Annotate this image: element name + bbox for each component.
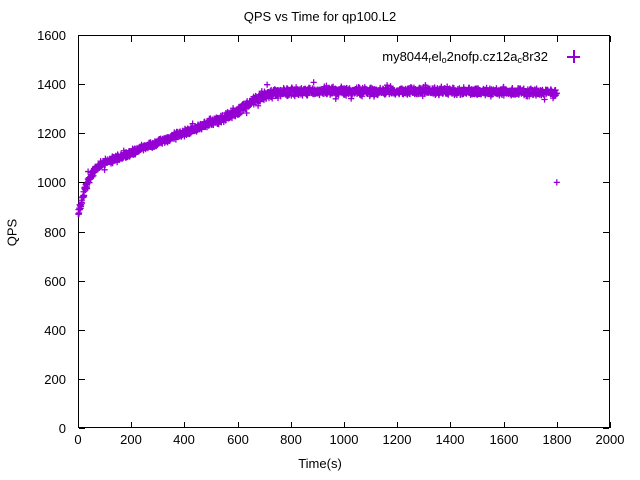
x-tick: [610, 422, 611, 428]
y-tick-right: [603, 133, 609, 134]
x-tick-label: 1600: [489, 432, 519, 447]
legend: my8044relo2nofp.cz12ac8r32: [336, 47, 586, 67]
x-tick-top: [504, 36, 505, 42]
x-tick: [131, 422, 132, 428]
x-tick-label: 200: [120, 432, 142, 447]
x-tick: [184, 422, 185, 428]
plot-frame: [78, 35, 610, 428]
y-tick: [79, 281, 85, 282]
x-tick: [450, 422, 451, 428]
x-tick-top: [78, 36, 79, 42]
y-tick: [79, 232, 85, 233]
y-tick-right: [603, 84, 609, 85]
x-tick-top: [610, 36, 611, 42]
y-tick-right: [603, 379, 609, 380]
x-tick-label: 600: [227, 432, 249, 447]
x-tick: [397, 422, 398, 428]
x-tick-label: 1200: [382, 432, 412, 447]
x-tick: [291, 422, 292, 428]
x-tick: [238, 422, 239, 428]
y-tick-label: 1600: [37, 28, 66, 43]
y-tick-right: [603, 428, 609, 429]
x-tick-label: 0: [74, 432, 82, 447]
y-tick: [79, 182, 85, 183]
y-tick-label: 800: [44, 225, 66, 240]
x-tick: [504, 422, 505, 428]
x-tick-top: [238, 36, 239, 42]
y-tick-label: 0: [58, 421, 66, 436]
x-tick-label: 2000: [595, 432, 625, 447]
x-tick: [557, 422, 558, 428]
x-tick-top: [450, 36, 451, 42]
y-tick-right: [603, 281, 609, 282]
x-tick-label: 400: [173, 432, 195, 447]
x-tick-label: 1400: [435, 432, 465, 447]
y-tick: [79, 84, 85, 85]
x-tick-top: [557, 36, 558, 42]
legend-series-label: my8044relo2nofp.cz12ac8r32: [382, 49, 548, 65]
x-tick: [344, 422, 345, 428]
x-tick-top: [184, 36, 185, 42]
x-tick-label: 1800: [542, 432, 572, 447]
chart-title: QPS vs Time for qp100.L2: [243, 9, 397, 24]
x-tick-top: [344, 36, 345, 42]
y-tick-label: 200: [44, 372, 66, 387]
x-tick-label: 1000: [329, 432, 359, 447]
y-tick-label: 1400: [37, 77, 66, 92]
x-tick-top: [131, 36, 132, 42]
y-tick: [79, 330, 85, 331]
y-tick: [79, 35, 85, 36]
y-tick-label: 1000: [37, 175, 66, 190]
x-tick: [78, 422, 79, 428]
y-tick-label: 400: [44, 323, 66, 338]
x-axis-title: Time(s): [298, 456, 342, 471]
y-tick-right: [603, 232, 609, 233]
y-tick-label: 1200: [37, 126, 66, 141]
y-tick-right: [603, 330, 609, 331]
y-tick-right: [603, 182, 609, 183]
y-tick: [79, 379, 85, 380]
x-tick-label: 800: [280, 432, 302, 447]
y-tick: [79, 428, 85, 429]
y-tick-label: 600: [44, 274, 66, 289]
y-axis-title: QPS: [4, 218, 20, 247]
x-tick-top: [397, 36, 398, 42]
y-tick-right: [603, 35, 609, 36]
y-tick: [79, 133, 85, 134]
x-tick-top: [291, 36, 292, 42]
legend-key-marker: [567, 50, 580, 63]
